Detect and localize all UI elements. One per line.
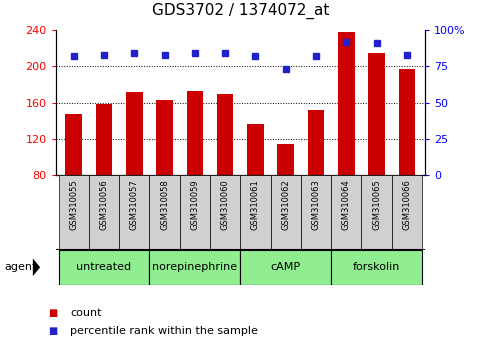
Bar (247, 124, 264, 175)
Text: GSM310058: GSM310058 (160, 179, 169, 230)
Text: ■: ■ (48, 308, 57, 318)
Bar (58, 175, 89, 250)
Bar (398, 69, 415, 175)
Bar (156, 100, 173, 175)
Text: GSM310059: GSM310059 (190, 179, 199, 230)
Text: forskolin: forskolin (353, 262, 400, 272)
Text: GSM310066: GSM310066 (402, 179, 412, 230)
Bar (126, 92, 142, 175)
Bar (89, 175, 119, 250)
Bar (149, 175, 180, 250)
Bar (186, 91, 203, 175)
Bar (392, 175, 422, 250)
Bar (338, 32, 355, 175)
Bar (180, 175, 210, 250)
Bar (96, 104, 113, 175)
Text: untreated: untreated (76, 262, 131, 272)
Text: GSM310061: GSM310061 (251, 179, 260, 230)
Text: count: count (70, 308, 101, 318)
Text: percentile rank within the sample: percentile rank within the sample (70, 326, 258, 336)
Bar (301, 175, 331, 250)
Text: agent: agent (5, 262, 37, 272)
Bar (149, 250, 241, 285)
Text: cAMP: cAMP (270, 262, 301, 272)
Bar (65, 114, 82, 175)
Bar (331, 250, 422, 285)
Bar (277, 144, 294, 175)
Bar (331, 175, 361, 250)
Text: GSM310056: GSM310056 (99, 179, 109, 230)
Text: GSM310063: GSM310063 (312, 179, 321, 230)
Text: GSM310055: GSM310055 (69, 179, 78, 230)
Text: norepinephrine: norepinephrine (152, 262, 238, 272)
Bar (368, 53, 385, 175)
Text: GSM310065: GSM310065 (372, 179, 381, 230)
Bar (210, 175, 241, 250)
Bar (241, 175, 270, 250)
Text: GSM310064: GSM310064 (342, 179, 351, 230)
Text: GSM310062: GSM310062 (281, 179, 290, 230)
Bar (361, 175, 392, 250)
Bar (217, 93, 233, 175)
Bar (58, 250, 149, 285)
Text: GSM310060: GSM310060 (221, 179, 229, 230)
Bar (308, 110, 325, 175)
Text: GDS3702 / 1374072_at: GDS3702 / 1374072_at (152, 3, 329, 19)
Text: GSM310057: GSM310057 (130, 179, 139, 230)
Bar (241, 250, 331, 285)
Text: ■: ■ (48, 326, 57, 336)
Polygon shape (33, 258, 40, 276)
Bar (119, 175, 149, 250)
Bar (270, 175, 301, 250)
